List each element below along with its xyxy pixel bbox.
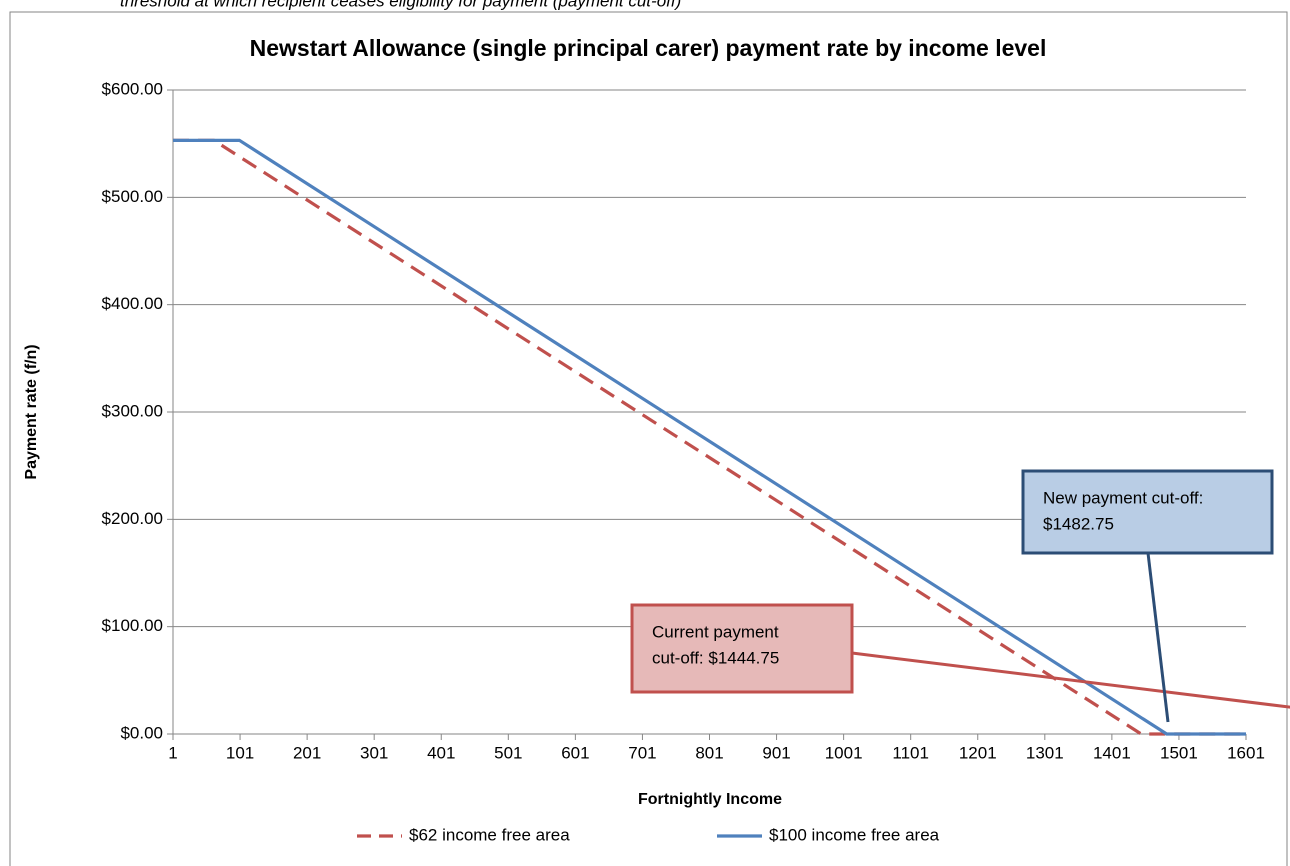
x-tick-label: 601: [561, 743, 589, 762]
y-tick-label: $100.00: [102, 616, 163, 635]
x-tick-label: 1401: [1093, 743, 1131, 762]
x-tick-label: 701: [628, 743, 656, 762]
annotation-box: [1021, 469, 1274, 555]
x-tick-label: 501: [494, 743, 522, 762]
y-tick-label: $600.00: [102, 79, 163, 98]
x-tick-label: 1201: [959, 743, 997, 762]
annotation-text: cut-off: $1444.75: [652, 648, 779, 667]
x-tick-label: 1001: [825, 743, 863, 762]
x-tick-label: 1: [168, 743, 177, 762]
annotation-leader: [851, 651, 1290, 709]
annotation-text: New payment cut-off:: [1043, 488, 1203, 507]
chart-border: [9, 11, 1288, 866]
y-tick-label: $300.00: [102, 401, 163, 420]
annotation-leader: [1146, 552, 1170, 723]
y-tick-label: $500.00: [102, 187, 163, 206]
x-tick-label: 1601: [1227, 743, 1265, 762]
chart-title: Newstart Allowance (single principal car…: [250, 35, 1047, 61]
annotation-text: Current payment: [652, 622, 779, 641]
x-tick-label: 101: [226, 743, 254, 762]
y-tick-label: $200.00: [102, 509, 163, 528]
x-tick-label: 1301: [1026, 743, 1064, 762]
x-tick-label: 801: [695, 743, 723, 762]
x-axis-label: Fortnightly Income: [638, 791, 782, 808]
y-tick-label: $400.00: [102, 294, 163, 313]
series-line: [173, 138, 1246, 736]
x-tick-label: 201: [293, 743, 321, 762]
y-axis-label: Payment rate (f/n): [23, 344, 40, 479]
caption: threshold at which recipient ceases elig…: [120, 0, 681, 10]
x-tick-label: 401: [427, 743, 455, 762]
legend-label: $62 income free area: [409, 825, 570, 844]
x-tick-label: 1501: [1160, 743, 1198, 762]
legend-label: $100 income free area: [769, 825, 940, 844]
annotation-box: [630, 603, 854, 694]
annotation-text: $1482.75: [1043, 514, 1114, 533]
x-tick-label: 1101: [892, 743, 929, 762]
x-tick-label: 901: [762, 743, 790, 762]
x-tick-label: 301: [360, 743, 388, 762]
y-tick-label: $0.00: [120, 723, 163, 742]
